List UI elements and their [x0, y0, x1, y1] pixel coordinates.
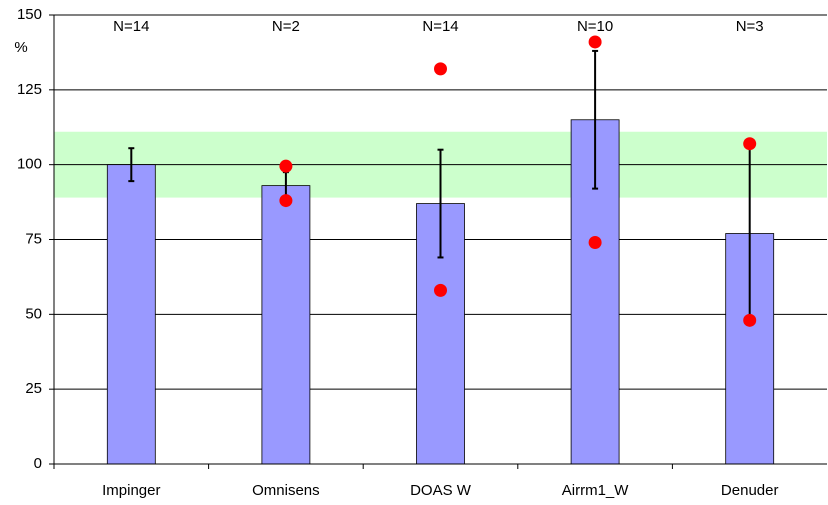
y-tick-label: 100	[17, 156, 42, 173]
bar	[106, 164, 156, 465]
sample-size-label: N=3	[736, 18, 764, 35]
error-bar	[128, 147, 135, 183]
x-tick-label: Denuder	[721, 482, 779, 499]
bar	[261, 185, 311, 465]
x-tick-label: Airrm1_W	[562, 482, 630, 499]
error-bar	[592, 49, 599, 190]
marker-point	[588, 35, 602, 49]
error-bar	[437, 148, 444, 259]
marker-point	[743, 313, 757, 327]
y-tick-label: 50	[25, 305, 42, 322]
marker-point	[743, 137, 757, 151]
y-tick-label: 150	[17, 6, 42, 23]
marker-point	[588, 235, 602, 249]
sample-size-label: N=14	[113, 18, 149, 35]
x-tick-label: Impinger	[102, 482, 160, 499]
y-tick-label: 125	[17, 81, 42, 98]
sample-size-label: N=2	[272, 18, 300, 35]
sample-size-label: N=10	[577, 18, 613, 35]
y-tick-label: 75	[25, 230, 42, 247]
x-tick-label: DOAS W	[410, 482, 472, 499]
y-tick-label: 25	[25, 380, 42, 397]
marker-point	[434, 283, 447, 297]
marker-point	[279, 159, 293, 173]
y-axis-label: %	[14, 39, 27, 56]
marker-point	[279, 194, 293, 208]
y-tick-label: 0	[34, 455, 42, 472]
sample-size-label: N=14	[422, 18, 458, 35]
x-tick-label: Omnisens	[252, 482, 320, 499]
marker-point	[434, 62, 447, 76]
